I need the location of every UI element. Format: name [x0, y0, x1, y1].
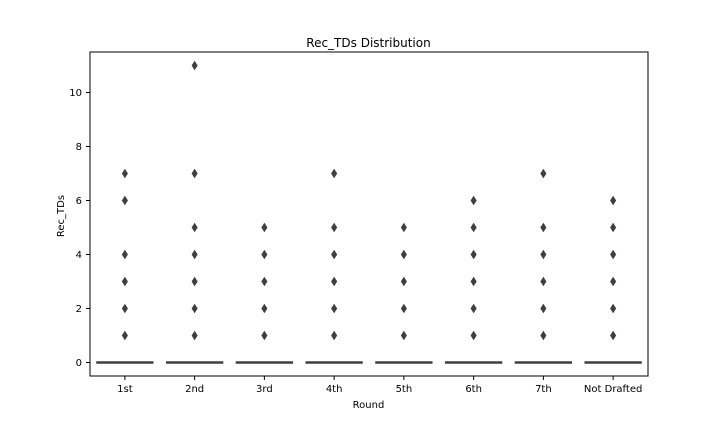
outlier-point: [121, 330, 128, 341]
outlier-point: [400, 222, 407, 233]
outlier-point: [191, 330, 198, 341]
outlier-point: [400, 303, 407, 314]
outlier-point: [610, 303, 617, 314]
plot-area: 0 2 4 6 8 10 1st 2nd 3rd 4th 5th 6th 7th Not Drafted: [69, 51, 649, 395]
x-tick-label: 3rd: [256, 384, 273, 395]
y-tick-label: 10: [69, 88, 82, 99]
outlier-point: [331, 168, 338, 179]
outlier-point: [540, 276, 547, 287]
x-tick-label: 2nd: [185, 384, 204, 395]
outlier-point: [331, 303, 338, 314]
outlier-point: [470, 303, 477, 314]
outlier-point: [261, 330, 268, 341]
outlier-point: [540, 303, 547, 314]
outlier-point: [400, 330, 407, 341]
outlier-point: [191, 60, 198, 71]
outlier-point: [261, 276, 268, 287]
outlier-point: [121, 303, 128, 314]
y-axis-label: Rec_TDs: [56, 195, 67, 237]
x-axis-label: Round: [353, 400, 385, 411]
outlier-point: [610, 249, 617, 260]
outlier-point: [331, 276, 338, 287]
x-tick-label: 5th: [396, 384, 413, 395]
outlier-point: [261, 222, 268, 233]
outlier-point: [191, 249, 198, 260]
outlier-point: [610, 330, 617, 341]
outlier-point: [540, 222, 547, 233]
outlier-point: [470, 249, 477, 260]
x-tick-label: 4th: [326, 384, 343, 395]
outlier-point: [540, 330, 547, 341]
plot-frame: [89, 51, 649, 377]
y-tick-label: 6: [76, 196, 82, 207]
outlier-point: [121, 276, 128, 287]
outlier-point: [610, 195, 617, 206]
y-tick-label: 8: [76, 142, 82, 153]
x-tick-label: 1st: [117, 384, 133, 395]
outlier-point: [121, 168, 128, 179]
outlier-point: [331, 330, 338, 341]
outlier-point: [610, 222, 617, 233]
outlier-point: [191, 276, 198, 287]
outlier-point: [610, 276, 617, 287]
outlier-point: [400, 276, 407, 287]
outlier-point: [470, 330, 477, 341]
outlier-point: [540, 249, 547, 260]
chart-title: Rec_TDs Distribution: [306, 36, 430, 50]
outlier-point: [470, 222, 477, 233]
x-tick-label: 6th: [465, 384, 482, 395]
outlier-point: [191, 222, 198, 233]
outlier-point: [470, 195, 477, 206]
outlier-point: [121, 195, 128, 206]
outlier-point: [331, 249, 338, 260]
outlier-point: [470, 276, 477, 287]
y-tick-label: 0: [76, 358, 82, 369]
outlier-point: [261, 249, 268, 260]
outlier-point: [331, 222, 338, 233]
outlier-point: [191, 303, 198, 314]
y-tick-label: 4: [76, 250, 82, 261]
outlier-point: [400, 249, 407, 260]
outlier-point: [191, 168, 198, 179]
outlier-point: [121, 249, 128, 260]
x-tick-label: Not Drafted: [584, 384, 642, 395]
outlier-point: [540, 168, 547, 179]
x-tick-label: 7th: [535, 384, 552, 395]
outlier-point: [261, 303, 268, 314]
y-tick-label: 2: [76, 304, 82, 315]
